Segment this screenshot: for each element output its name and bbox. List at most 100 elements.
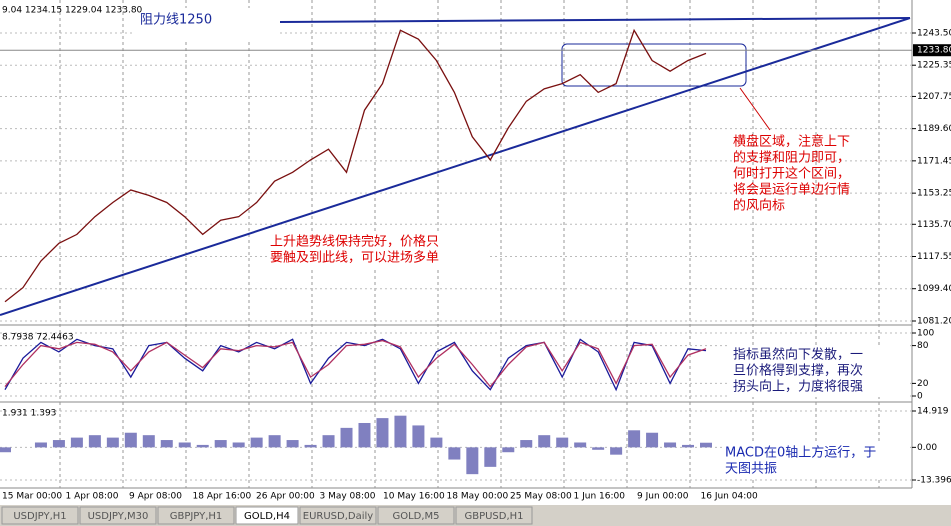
y-tick-label: 80: [917, 341, 929, 351]
note-box: [722, 443, 910, 479]
tab-label[interactable]: EURUSD,Daily: [303, 511, 374, 522]
macd-bar: [106, 437, 119, 448]
y-tick-label: 1153.25: [917, 189, 951, 199]
note-box: [135, 8, 280, 42]
macd-bar: [574, 442, 587, 448]
x-tick-label: 26 Apr 00:00: [256, 492, 315, 502]
tab-label[interactable]: USDJPY,M30: [88, 511, 149, 522]
macd-bar: [556, 437, 569, 448]
annotation: 何时打开这个区间，: [733, 166, 850, 182]
macd-bar: [394, 415, 407, 448]
x-tick-label: 16 Jun 04:00: [701, 492, 758, 502]
y-tick-label: 0: [917, 392, 923, 402]
resistance-line: [279, 17, 911, 23]
annotation: 的支撑和阻力即可，: [733, 150, 850, 166]
macd-bar: [520, 440, 533, 448]
stoch-header: 8.7938 72.4463: [2, 333, 74, 343]
annotation: 阻力线1250: [140, 13, 212, 28]
x-tick-label: 10 May 16:00: [383, 492, 445, 502]
range-box: [561, 43, 747, 87]
tab-label[interactable]: GOLD,M5: [392, 511, 439, 522]
x-tick-label: 25 May 08:00: [510, 492, 572, 502]
y-tick-label: 1081.20: [917, 317, 951, 327]
y-tick-label: 14.919: [917, 407, 949, 417]
tab[interactable]: [377, 506, 455, 525]
y-tick-label: 1189.60: [917, 124, 951, 134]
macd-bar: [160, 440, 173, 448]
macd-bar: [88, 435, 101, 448]
macd-bar: [646, 432, 659, 448]
macd-bar: [304, 444, 317, 448]
macd-bar: [466, 447, 479, 475]
annotation: 将会是运行单边行情: [733, 183, 850, 198]
macd-bar: [232, 442, 245, 448]
macd-bar: [700, 442, 712, 448]
x-tick-label: 18 Apr 16:00: [193, 492, 252, 502]
macd-bar: [592, 447, 605, 450]
annotation: 要触及到此线，可以进场多单: [270, 250, 439, 266]
tab[interactable]: [299, 506, 377, 525]
annotation: MACD在0轴上方运行，于: [725, 445, 876, 461]
annotation: 天图共振: [725, 462, 777, 477]
x-tick-label: 9 Jun 00:00: [637, 492, 689, 502]
tab[interactable]: [79, 506, 157, 525]
current-price-label: 1233.80: [917, 46, 951, 56]
macd-bar: [538, 435, 551, 448]
trend-line: [0, 17, 911, 316]
macd-bar: [178, 442, 191, 448]
y-tick-label: 1225.35: [917, 61, 951, 71]
macd-bar: [664, 442, 677, 448]
x-tick-label: 3 May 08:00: [320, 492, 376, 502]
tab[interactable]: [157, 506, 235, 525]
macd-bar: [250, 437, 263, 448]
y-tick-label: 1099.40: [917, 284, 951, 294]
macd-bar: [610, 447, 623, 455]
macd-bar: [682, 444, 695, 448]
macd-bar: [448, 447, 461, 460]
y-tick-label: -13.396: [917, 476, 951, 486]
annotation: 的风向标: [733, 198, 785, 214]
macd-bar: [52, 440, 65, 448]
x-tick-label: 15 Mar 00:00: [2, 492, 62, 502]
y-tick-label: 1117.55: [917, 252, 951, 262]
macd-bar: [340, 427, 353, 448]
macd-bar: [0, 447, 11, 453]
stoch-line: [4, 339, 707, 388]
tab-label[interactable]: GOLD,H4: [244, 511, 290, 522]
macd-bar: [628, 430, 641, 448]
tab-label[interactable]: USDJPY,H1: [13, 511, 66, 522]
price-line: [4, 28, 707, 303]
x-tick-label: 9 Apr 08:00: [129, 492, 182, 502]
macd-bar: [502, 447, 515, 453]
macd-bar: [376, 418, 389, 448]
x-tick-label: 1 Apr 08:00: [66, 492, 119, 502]
x-tick-label: 18 May 00:00: [447, 492, 509, 502]
macd-bar: [124, 432, 137, 448]
y-tick-label: 1207.75: [917, 92, 951, 102]
macd-bar: [196, 444, 209, 448]
tab[interactable]: [1, 506, 79, 525]
macd-bar: [430, 437, 443, 448]
macd-bar: [34, 442, 47, 448]
x-tick-label: 1 Jun 16:00: [574, 492, 626, 502]
tab-label[interactable]: GBPUSD,H1: [464, 511, 523, 522]
macd-bar: [214, 440, 227, 448]
note-box: [267, 232, 487, 268]
macd-bar: [268, 435, 281, 448]
y-tick-label: 100: [917, 329, 934, 339]
y-tick-label: 0.00: [917, 443, 937, 453]
annotation: 上升趋势线保持完好，价格只: [270, 234, 439, 250]
annotation: 旦价格得到支撑，再次: [733, 363, 863, 379]
tab[interactable]: [235, 506, 299, 525]
macd-bar: [142, 435, 155, 448]
y-tick-label: 1243.50: [917, 29, 951, 39]
y-tick-label: 1135.70: [917, 220, 951, 230]
tab-label[interactable]: GBPJPY,H1: [170, 511, 223, 522]
tab[interactable]: [455, 506, 533, 525]
macd-bar: [70, 437, 83, 448]
arrow: [739, 87, 771, 131]
annotation: 拐头向上，力度将很强: [733, 379, 863, 395]
macd-header: 1.931 1.393: [2, 409, 56, 419]
quote: 9.04 1234.15 1229.04 1233.80: [2, 6, 143, 16]
